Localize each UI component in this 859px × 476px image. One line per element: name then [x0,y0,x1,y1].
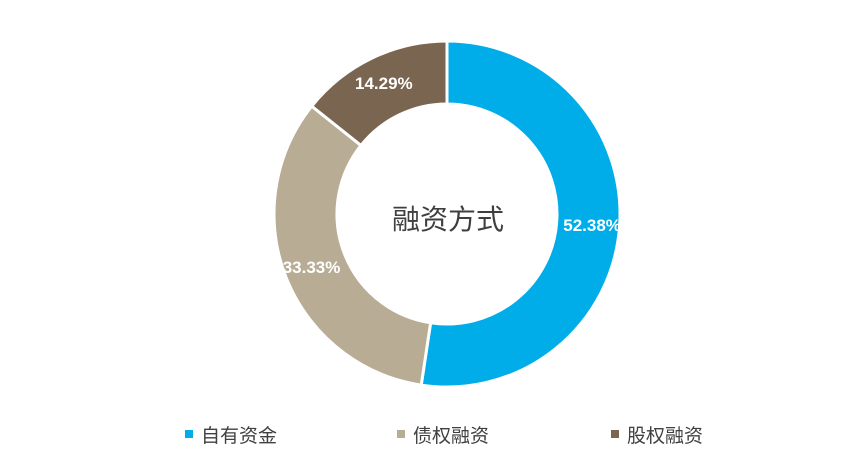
legend-item-equity-financing: 股权融资 [611,420,703,448]
legend-swatch [611,430,619,438]
legend-label: 股权融资 [627,424,704,447]
slice-debt-financing [272,104,433,387]
legend-item-debt-financing: 债权融资 [397,420,489,448]
data-label-equity-financing: 14.29% [355,74,413,93]
slice-own-funds [419,39,622,389]
slice-equity-financing [309,39,449,148]
data-label-debt-financing: 33.33% [283,258,341,277]
legend-item-own-funds: 自有资金 [185,420,277,448]
data-label-own-funds: 52.38% [563,216,621,235]
legend-label: 自有资金 [201,424,278,447]
legend-label: 债权融资 [413,424,490,447]
chart-title: 融资方式 [391,203,504,236]
legend-swatch [397,430,405,438]
legend: 自有资金 债权融资 股权融资 [0,420,859,450]
legend-swatch [185,430,193,438]
